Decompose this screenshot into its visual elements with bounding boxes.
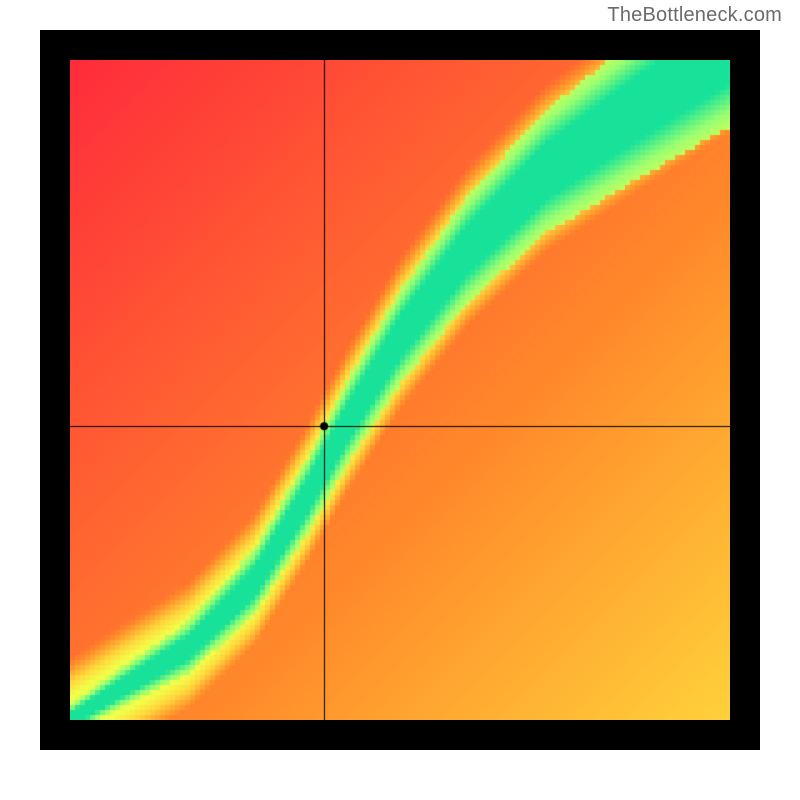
chart-plot-area <box>70 60 730 720</box>
watermark-text: TheBottleneck.com <box>607 4 782 27</box>
chart-outer-frame <box>40 30 760 750</box>
page-root: TheBottleneck.com <box>0 0 800 800</box>
heatmap-canvas <box>70 60 730 720</box>
